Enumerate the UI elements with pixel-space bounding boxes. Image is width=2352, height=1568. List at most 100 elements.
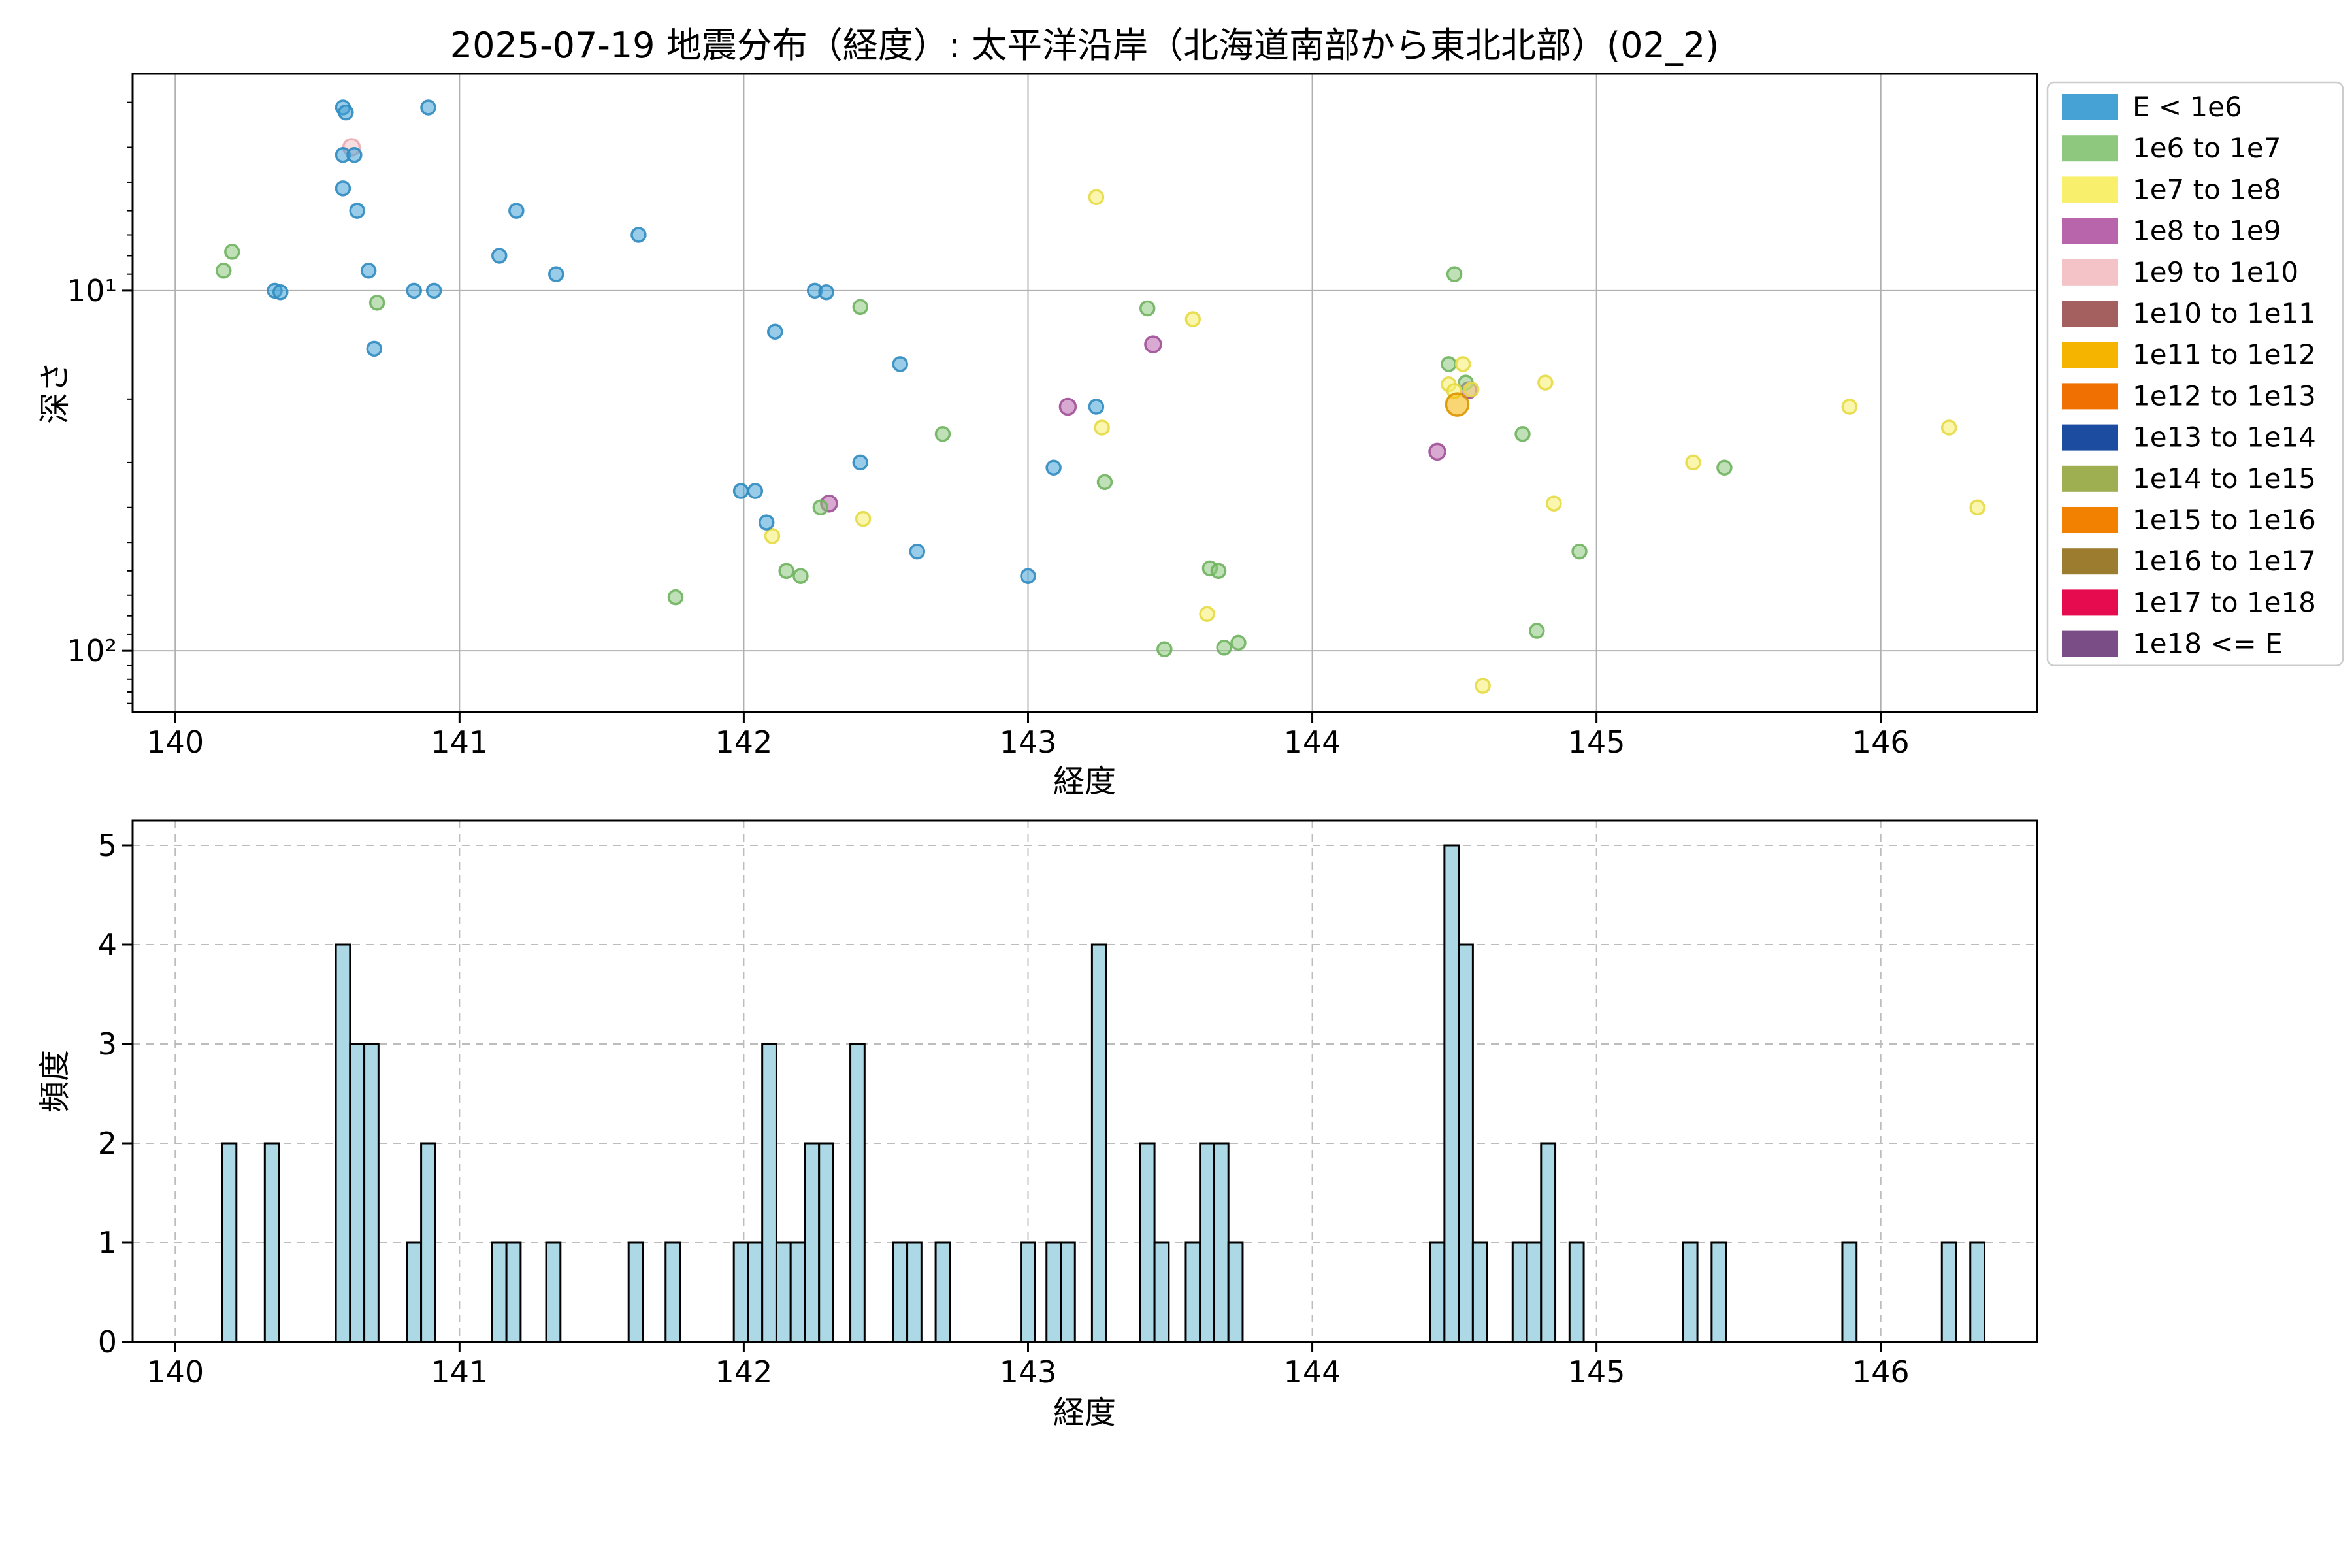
- scatter-point-1e11-to-1e12: [1445, 392, 1470, 417]
- scatter-point-E-1e6: [1088, 399, 1105, 415]
- figure-title: 2025-07-19 地震分布（経度）: 太平洋沿岸（北海道南部から東北北部）(…: [450, 25, 1720, 66]
- legend-entry-label: 1e10 to 1e11: [2132, 297, 2316, 329]
- histogram-bar: [1511, 1241, 1528, 1343]
- histogram-bar: [1227, 1241, 1244, 1343]
- hist-x-tick-label: 146: [1852, 1354, 1910, 1390]
- histogram-bar: [934, 1241, 951, 1343]
- legend-entry-label: 1e14 to 1e15: [2132, 463, 2316, 495]
- scatter-point-E-1e6: [852, 454, 869, 471]
- legend-entry-label: 1e18 <= E: [2132, 628, 2283, 660]
- legend-entry-label: E < 1e6: [2132, 91, 2242, 123]
- histogram-bar: [363, 1043, 380, 1343]
- scatter-point-E-1e6: [366, 340, 383, 357]
- legend-box: [2046, 81, 2344, 667]
- scatter-point-1e6-to-1e7: [812, 499, 829, 516]
- scatter-x-tick-label: 141: [431, 725, 488, 760]
- hist-x-tick-label: 145: [1568, 1354, 1625, 1390]
- legend-row: 1e10 to 1e11: [2062, 297, 2316, 329]
- histogram-bar: [491, 1241, 508, 1343]
- scatter-point-1e7-to-1e8: [1463, 381, 1480, 398]
- scatter-point-E-1e6: [630, 227, 647, 243]
- histogram-bar: [1841, 1241, 1858, 1343]
- scatter-point-E-1e6: [767, 323, 783, 340]
- histogram-bar: [1429, 1241, 1446, 1343]
- legend-entry-label: 1e11 to 1e12: [2132, 338, 2316, 370]
- histogram-bar: [1682, 1241, 1699, 1343]
- legend-swatch: [2062, 465, 2118, 492]
- histogram-bar: [1045, 1241, 1062, 1343]
- scatter-point-E-1e6: [909, 543, 926, 560]
- legend-swatch: [2062, 548, 2118, 575]
- legend-entry-label: 1e12 to 1e13: [2132, 380, 2316, 412]
- histogram-bar: [545, 1241, 562, 1343]
- scatter-x-tick-label: 145: [1568, 725, 1625, 760]
- legend-swatch: [2062, 589, 2118, 616]
- legend: E < 1e6 1e6 to 1e7 1e7 to 1e8 1e8 to 1e9 1e9…: [2046, 81, 2344, 667]
- histogram-bar: [1443, 844, 1460, 1343]
- legend-swatch: [2062, 259, 2118, 286]
- hist-x-tick-label: 142: [715, 1354, 773, 1390]
- scatter-point-1e6-to-1e7: [1716, 459, 1733, 476]
- scatter-y-tick-label: 10²: [67, 633, 117, 668]
- hist-y-tick-label: 4: [98, 927, 117, 962]
- histogram-bar: [789, 1241, 806, 1343]
- scatter-point-1e7-to-1e8: [1685, 454, 1701, 471]
- scatter-point-1e6-to-1e7: [1216, 640, 1232, 656]
- histogram-bar: [747, 1241, 764, 1343]
- legend-row: 1e15 to 1e16: [2062, 504, 2316, 536]
- scatter-point-1e6-to-1e7: [1156, 641, 1173, 657]
- histogram-bar: [1139, 1142, 1156, 1343]
- legend-row: E < 1e6: [2062, 91, 2242, 123]
- scatter-point-1e7-to-1e8: [764, 528, 781, 544]
- hist-x-tick-label: 141: [431, 1354, 488, 1390]
- scatter-point-1e6-to-1e7: [1514, 426, 1531, 442]
- scatter-point-1e7-to-1e8: [1454, 356, 1471, 372]
- scatter-x-tick-label: 143: [1000, 725, 1057, 760]
- scatter-point-1e6-to-1e7: [1441, 356, 1457, 372]
- legend-swatch: [2062, 301, 2118, 327]
- legend-row: 1e9 to 1e10: [2062, 256, 2298, 288]
- scatter-point-1e7-to-1e8: [1199, 606, 1215, 622]
- scatter-point-E-1e6: [272, 284, 289, 301]
- histogram-bar: [1090, 943, 1107, 1343]
- legend-entry-label: 1e9 to 1e10: [2132, 256, 2298, 288]
- scatter-point-1e7-to-1e8: [1841, 399, 1858, 415]
- scatter-point-E-1e6: [335, 180, 351, 197]
- scatter-point-1e7-to-1e8: [1940, 419, 1957, 436]
- scatter-point-1e6-to-1e7: [778, 563, 794, 580]
- histogram-bar: [818, 1142, 834, 1343]
- histogram-bar: [1568, 1241, 1585, 1343]
- scatter-point-1e7-to-1e8: [855, 510, 872, 527]
- histogram-bar: [1213, 1142, 1230, 1343]
- hist-x-tick-label: 140: [146, 1354, 204, 1390]
- scatter-point-1e6-to-1e7: [1139, 300, 1156, 317]
- histogram-bar: [406, 1241, 423, 1343]
- scatter-point-1e7-to-1e8: [1537, 374, 1554, 391]
- legend-entry-label: 1e8 to 1e9: [2132, 215, 2281, 247]
- histogram-bar: [420, 1142, 436, 1343]
- legend-row: 1e17 to 1e18: [2062, 586, 2316, 618]
- hist-y-tick-label: 1: [98, 1225, 117, 1260]
- histogram-bar: [1060, 1241, 1076, 1343]
- scatter-point-1e8-to-1e9: [1144, 335, 1162, 353]
- scatter-ylabel: 深さ: [37, 361, 73, 424]
- scatter-point-E-1e6: [732, 483, 749, 499]
- scatter-x-tick-label: 144: [1284, 725, 1341, 760]
- scatter-point-1e6-to-1e7: [1571, 543, 1588, 560]
- histogram-bar: [1184, 1241, 1201, 1343]
- histogram-bar: [505, 1241, 522, 1343]
- hist-y-tick-label: 3: [98, 1026, 117, 1062]
- scatter-point-1e7-to-1e8: [1475, 678, 1491, 694]
- scatter-point-1e6-to-1e7: [224, 244, 240, 260]
- hist-spines: [131, 819, 2038, 1343]
- scatter-point-1e6-to-1e7: [1446, 266, 1463, 282]
- hist-y-tick-label: 5: [98, 828, 117, 863]
- histogram-bar: [1458, 943, 1474, 1343]
- scatter-point-1e6-to-1e7: [215, 263, 232, 279]
- scatter-point-E-1e6: [346, 146, 363, 163]
- legend-row: 1e12 to 1e13: [2062, 380, 2316, 412]
- scatter-point-E-1e6: [548, 266, 564, 282]
- scatter-point-1e6-to-1e7: [852, 299, 869, 316]
- scatter-point-E-1e6: [892, 356, 908, 372]
- histogram-bar: [221, 1142, 238, 1343]
